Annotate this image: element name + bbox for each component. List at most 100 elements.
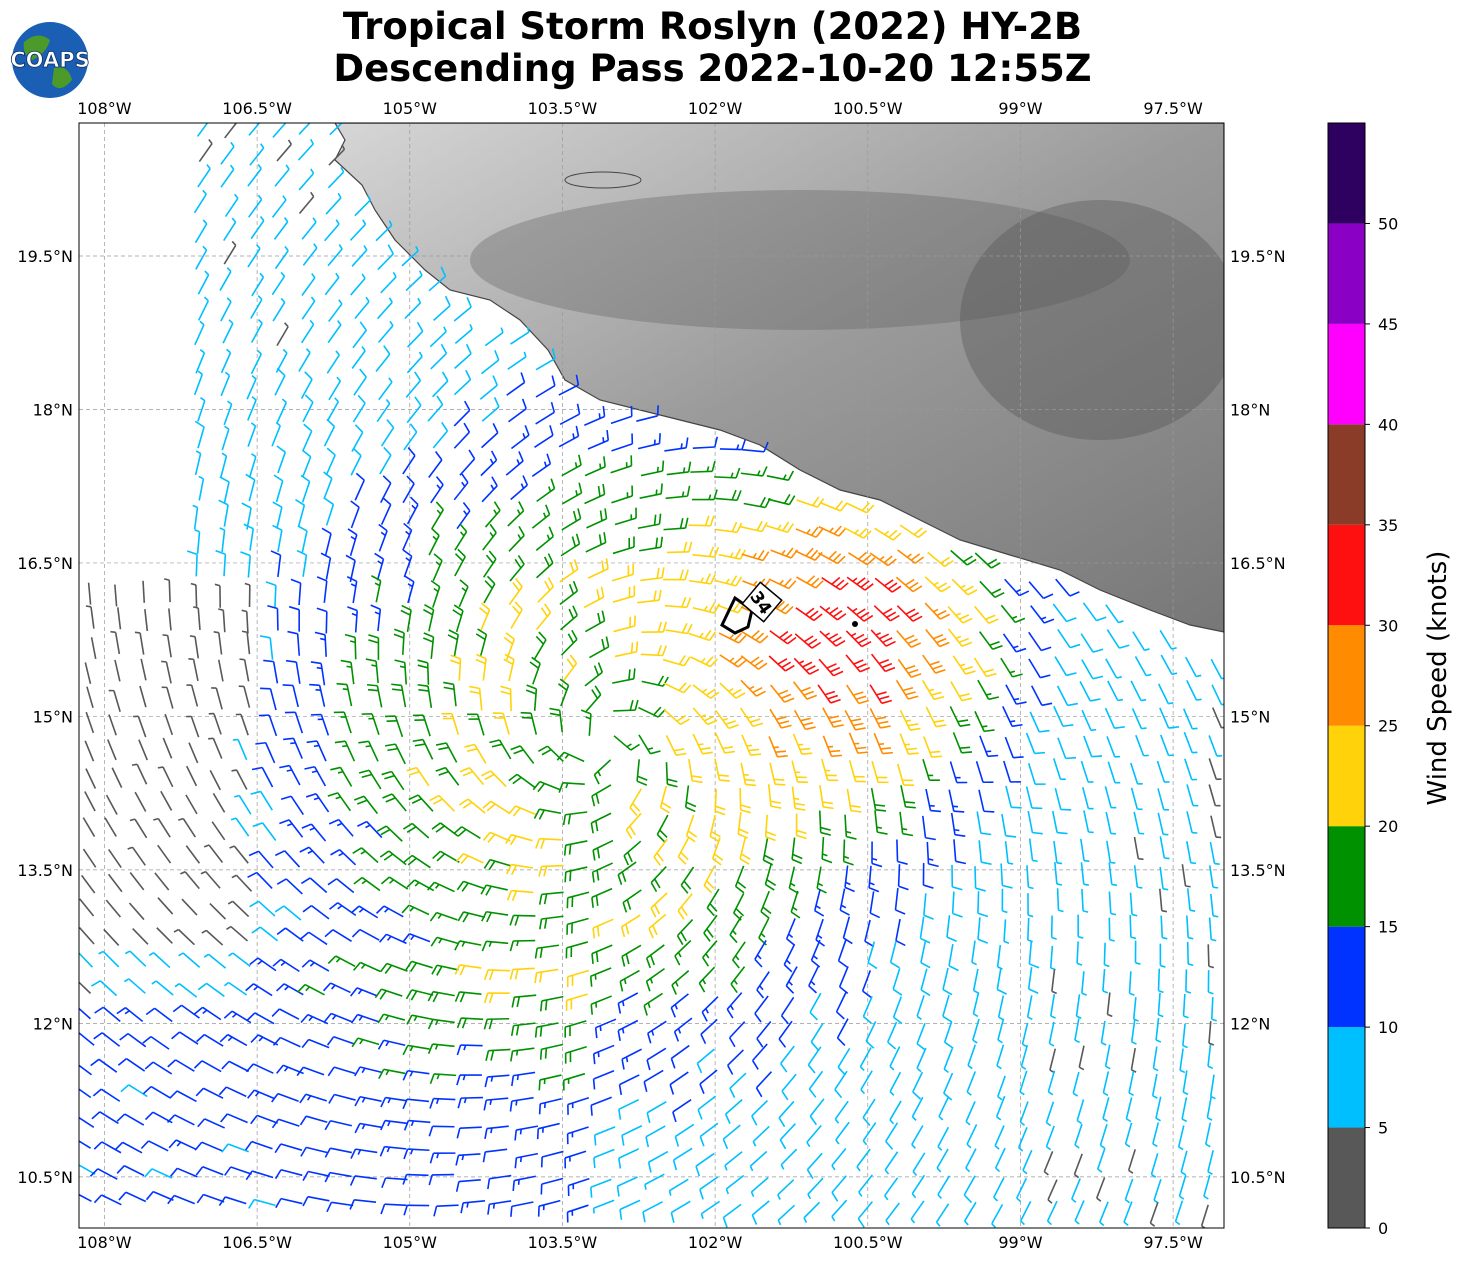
wind-barb — [481, 397, 500, 422]
wind-barb — [453, 297, 472, 322]
wind-barb — [790, 890, 801, 919]
wind-barb — [1182, 993, 1189, 1019]
wind-barb — [220, 1113, 248, 1124]
wind-barb — [218, 1196, 247, 1207]
wind-barb — [974, 711, 995, 733]
wind-barb — [737, 812, 749, 839]
wind-barb — [402, 933, 431, 943]
wind-barb — [718, 632, 747, 644]
wind-barb — [247, 1089, 275, 1100]
wind-barb — [785, 966, 798, 994]
wind-barb — [1076, 1099, 1085, 1125]
wind-barb — [831, 1199, 848, 1222]
wind-barb — [818, 658, 844, 677]
wind-barb — [816, 866, 827, 894]
wind-barb — [923, 893, 934, 920]
wind-barb — [79, 1116, 95, 1128]
wind-barb — [375, 345, 391, 372]
wind-barb — [302, 1195, 330, 1207]
wind-barb — [535, 375, 556, 398]
wind-barb — [506, 372, 526, 396]
wind-barb — [380, 1119, 407, 1131]
wind-barb — [845, 654, 871, 673]
wind-barb — [252, 822, 277, 841]
wind-barb — [447, 629, 459, 657]
wind-barb — [668, 1178, 689, 1196]
wind-barb — [768, 736, 788, 758]
wind-barb — [670, 993, 689, 1018]
wind-barb — [900, 785, 916, 809]
wind-barb — [167, 1059, 195, 1072]
lat-tick-label: 16.5°N — [1230, 554, 1286, 573]
wind-barb — [566, 891, 590, 909]
wind-barb — [648, 913, 667, 939]
wind-barb — [300, 319, 315, 344]
wind-barb — [857, 1201, 873, 1228]
wind-barb — [924, 576, 951, 593]
wind-barb — [950, 812, 966, 837]
wind-barb — [402, 447, 416, 475]
wind-barb — [1030, 685, 1053, 707]
wind-barb — [405, 989, 434, 1001]
wind-barb — [1100, 1020, 1107, 1046]
wind-barb — [871, 760, 889, 784]
wind-barb — [300, 931, 328, 946]
wind-barb — [870, 653, 896, 673]
wind-barb — [427, 395, 444, 422]
wind-barb — [584, 610, 606, 633]
wind-barb — [193, 370, 204, 396]
wind-barb — [740, 520, 768, 533]
wind-barb — [897, 549, 925, 564]
wind-barb — [714, 789, 726, 816]
wind-barb — [585, 532, 607, 553]
wind-barb — [218, 1086, 247, 1098]
wind-barb — [276, 445, 287, 474]
wind-barb — [778, 1020, 793, 1048]
wind-barb — [353, 368, 367, 396]
wind-barb — [394, 659, 408, 685]
wind-barb — [402, 1098, 430, 1110]
wind-barb — [327, 166, 345, 189]
wind-barb — [375, 220, 393, 242]
wind-barb — [1103, 942, 1110, 968]
wind-barb — [672, 1099, 692, 1123]
wind-barb — [198, 475, 205, 501]
wind-barb — [611, 433, 634, 452]
wind-barb — [831, 1147, 847, 1171]
wind-barb — [688, 515, 715, 527]
wind-barb — [532, 780, 561, 793]
wind-barb — [351, 928, 380, 941]
wind-barb — [911, 1174, 926, 1199]
wind-barb — [715, 521, 743, 534]
wind-barb — [274, 164, 290, 187]
wind-barb — [221, 1143, 249, 1153]
wind-barb — [378, 1068, 406, 1079]
wind-barb — [219, 476, 230, 504]
wind-barb — [219, 527, 226, 553]
wind-barb — [271, 271, 286, 296]
wind-barb — [79, 1193, 92, 1203]
wind-barb — [157, 766, 174, 788]
wind-barb — [795, 526, 824, 538]
wind-barb — [349, 987, 378, 997]
wind-barb — [203, 953, 227, 969]
wind-barb — [1157, 992, 1164, 1018]
wind-barb — [885, 1122, 899, 1150]
wind-barb — [1056, 888, 1064, 913]
wind-barb — [997, 1075, 1006, 1101]
wind-barb — [1155, 1018, 1162, 1043]
wind-barb — [560, 533, 581, 557]
wind-barb — [1207, 944, 1215, 969]
wind-barb — [412, 714, 431, 737]
wind-barb — [822, 735, 843, 758]
wind-barb — [140, 658, 147, 681]
wind-barb — [124, 950, 147, 967]
wind-barb — [1019, 1101, 1029, 1126]
wind-barb — [487, 1200, 512, 1215]
wind-barb — [1108, 862, 1118, 887]
wind-barb — [1055, 578, 1080, 597]
wind-barb — [1080, 760, 1094, 783]
wind-barb — [108, 714, 117, 736]
wind-barb — [611, 563, 634, 582]
wind-barb — [276, 398, 288, 423]
